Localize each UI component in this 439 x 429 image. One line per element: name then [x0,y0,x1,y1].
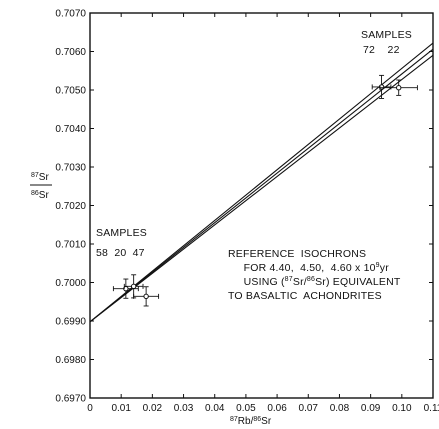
y-tick-label: 0.7020 [55,201,86,212]
x-tick-label: 0.07 [299,403,319,414]
x-tick-label: 0.04 [205,403,225,414]
y-axis-ticks: 0.6970 0.6980 0.6990 0.7000 0.7010 0.7020 0.70… [55,9,433,405]
x-tick-label: 0.11 [424,403,439,414]
ref-isochrons-line1: REFERENCE ISOCHRONS [228,248,366,260]
x-tick-label: 0.01 [111,403,131,414]
y-tick-label: 0.7070 [55,9,86,20]
y-tick-label: 0.7000 [55,278,86,289]
plot-frame [89,12,434,399]
svg-text:86Sr: 86Sr [31,190,49,201]
samples-left-ids: 58 20 47 [96,247,145,259]
samples-left-title: SAMPLES [96,227,147,239]
y-tick-label: 0.7040 [55,124,86,135]
samples-right-title: SAMPLES [361,29,412,41]
y-tick-label: 0.6970 [55,394,86,405]
x-tick-label: 0.09 [361,403,381,414]
isochron-4.40 [89,54,434,323]
samples-right-ids: 72 22 [363,44,400,56]
isochron-4.50 [89,48,434,323]
x-tick-label: 0 [87,403,93,414]
y-tick-label: 0.7030 [55,163,86,174]
ref-isochrons-line3: USING (87Sr/86Sr) EQUIVALENT [228,276,410,288]
data-point [130,283,137,290]
ref-isochrons-line4: TO BASALTIC ACHONDRITES [228,290,382,302]
y-tick-label: 0.7050 [55,86,86,97]
x-axis-ticks: 0 0.01 0.02 0.03 0.04 0.05 0.06 0.07 0.08 0.09 0.1… [87,13,439,414]
y-tick-label: 0.7060 [55,47,86,58]
y-tick-label: 0.7010 [55,240,86,251]
x-tick-label: 0.06 [267,403,287,414]
isochron-4.60 [89,42,434,323]
y-tick-label: 0.6990 [55,317,86,328]
sample-point [379,79,418,96]
ref-isochrons-line2: FOR 4.40, 4.50, 4.60 x 109yr [228,262,398,274]
data-point [396,84,402,91]
y-tick-label: 0.6980 [55,355,86,366]
x-axis-label: 87Rb/86Sr [230,416,272,427]
x-tick-label: 0.03 [174,403,194,414]
x-tick-label: 0.02 [143,403,163,414]
svg-text:87Sr: 87Sr [31,172,49,183]
x-tick-label: 0.05 [236,403,256,414]
y-axis-label: 87Sr 86Sr [30,172,52,201]
x-tick-label: 0.10 [392,403,412,414]
x-tick-label: 0.08 [330,403,350,414]
sample-points [112,74,418,307]
data-point [143,293,149,300]
isochron-lines [89,42,434,323]
sample-point [133,286,160,307]
